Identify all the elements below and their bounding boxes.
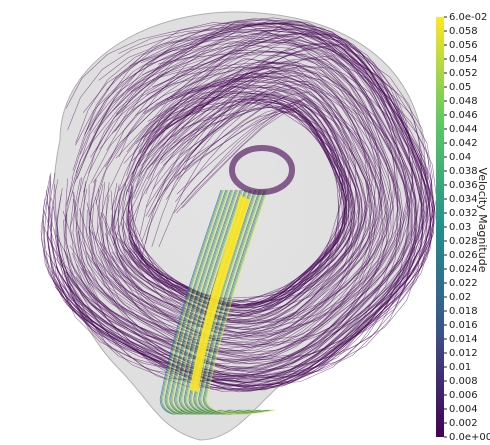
colorbar-tick-label: 0.054 xyxy=(449,54,478,65)
colorbar-tick-label: 0.01 xyxy=(449,362,471,373)
colorbar xyxy=(436,17,444,437)
colorbar-tick-label: 0.004 xyxy=(449,404,478,415)
colorbar-tick-label: 0.032 xyxy=(449,208,478,219)
colorbar-title: Velocity Magnitude xyxy=(476,168,489,273)
colorbar-tick-label: 0.03 xyxy=(449,222,471,233)
colorbar-tick-label: 0.022 xyxy=(449,278,478,289)
colorbar-tick-label: 0.026 xyxy=(449,250,478,261)
colorbar-tick-label: 0.056 xyxy=(449,40,478,51)
page: {"chart_data": {"type": "streamlines", "… xyxy=(0,0,490,445)
colorbar-tick-label: 0.05 xyxy=(449,82,471,93)
colorbar-tick-label: 0.014 xyxy=(449,334,478,345)
colorbar-tick-label: 0.042 xyxy=(449,138,478,149)
colorbar-tick-label: 0.0e+00 xyxy=(449,432,490,443)
colorbar-tick-label: 0.048 xyxy=(449,96,478,107)
colorbar-tick-label: 0.034 xyxy=(449,194,478,205)
colorbar-tick-label: 0.02 xyxy=(449,292,471,303)
colorbar-tick-label: 6.0e-02 xyxy=(449,12,487,23)
colorbar-tick-label: 0.038 xyxy=(449,166,478,177)
colorbar-tick-label: 0.018 xyxy=(449,306,478,317)
colorbar-tick-label: 0.008 xyxy=(449,376,478,387)
colorbar-tick-label: 0.058 xyxy=(449,26,478,37)
colorbar-tick-label: 0.012 xyxy=(449,348,478,359)
colorbar-tick-label: 0.024 xyxy=(449,264,478,275)
colorbar-tick-label: 0.016 xyxy=(449,320,478,331)
colorbar-tick-label: 0.052 xyxy=(449,68,478,79)
colorbar-tick-label: 0.046 xyxy=(449,110,478,121)
colorbar-tick-label: 0.036 xyxy=(449,180,478,191)
streamline-render xyxy=(41,12,437,440)
chart: Velocity Magnitude 0.0e+00 0.002 0.004 0.00… xyxy=(0,0,490,445)
colorbar-tick-label: 0.028 xyxy=(449,236,478,247)
colorbar-tick-label: 0.006 xyxy=(449,390,478,401)
colorbar-tick-label: 0.044 xyxy=(449,124,478,135)
colorbar-tick-label: 0.002 xyxy=(449,418,478,429)
colorbar-tick-label: 0.04 xyxy=(449,152,471,163)
